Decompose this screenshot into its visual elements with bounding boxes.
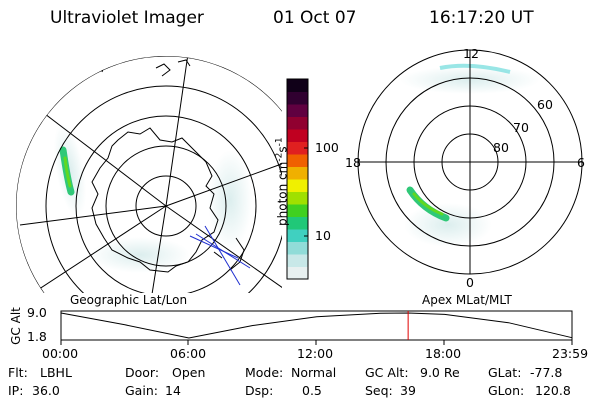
ip-label: IP: [8, 383, 24, 398]
glat-value: -77.8 [530, 365, 563, 380]
mode-value: Normal [291, 365, 337, 380]
mlat-label-80: 80 [493, 140, 509, 155]
colorbar-tick-100: 100 [315, 140, 339, 155]
colorbar-label: photon cm-2s-1 [259, 126, 290, 246]
timeline-plot [60, 310, 573, 345]
colorbar-label-s: s [275, 146, 290, 153]
colorbar-label-main: photon cm [275, 161, 290, 226]
gcalt-value: 9.0 Re [420, 365, 460, 380]
xtick-1800: 18:00 [425, 346, 462, 361]
colorbar-swatch [287, 79, 308, 92]
glon-label: GLon: [488, 383, 525, 398]
colorbar-label-exp1: -2 [274, 152, 285, 162]
mlat-mlt-polar [357, 49, 583, 275]
instrument-title: Ultraviolet Imager [50, 8, 204, 28]
seq-value: 39 [400, 383, 416, 398]
mlt-label-12: 12 [463, 46, 479, 61]
track-lines [189, 225, 251, 286]
xtick-0000: 00:00 [42, 346, 79, 361]
xtick-2359: 23:59 [552, 346, 589, 361]
colorbar-swatch [287, 191, 308, 205]
door-label: Door: [125, 365, 160, 380]
dsp-value: 0.5 [302, 383, 322, 398]
mlt-label-0: 0 [466, 275, 474, 290]
colorbar-swatch [287, 104, 308, 117]
colorbar [286, 78, 309, 280]
altitude-line [60, 312, 573, 339]
glon-value: 120.8 [535, 383, 571, 398]
colorbar-swatch [287, 229, 308, 242]
door-value: Open [172, 365, 206, 380]
time-label: 16:17:20 UT [429, 8, 534, 28]
glat-label: GLat: [488, 365, 522, 380]
caption-apex: Apex MLat/MLT [422, 293, 512, 307]
mlat-label-60: 60 [537, 97, 553, 112]
colorbar-swatch [287, 129, 308, 142]
mlat-label-70: 70 [513, 120, 529, 135]
ytick-1-8: 1.8 [27, 329, 47, 344]
geographic-map [16, 56, 282, 293]
colorbar-tick-10: 10 [315, 228, 331, 243]
colorbar-label-exp2: -1 [274, 137, 285, 147]
antarctica-coastline [91, 127, 219, 273]
flt-label: Flt: [8, 365, 28, 380]
colorbar-swatch [287, 204, 308, 217]
colorbar-swatch [287, 116, 308, 130]
colorbar-swatch [287, 91, 308, 105]
colorbar-frame [286, 78, 309, 280]
mlt-label-6: 6 [577, 155, 585, 170]
caption-geographic: Geographic Lat/Lon [70, 293, 188, 307]
time-ticks [60, 340, 573, 345]
xtick-1200: 12:00 [297, 346, 334, 361]
gcalt-label: GC Alt: [365, 365, 409, 380]
colorbar-swatch [287, 141, 308, 155]
flt-value: LBHL [40, 365, 72, 380]
colorbar-swatch [287, 154, 308, 167]
xtick-0600: 06:00 [170, 346, 207, 361]
gain-value: 14 [165, 383, 181, 398]
colorbar-swatch [287, 179, 308, 192]
colorbar-swatch [287, 166, 308, 180]
latitude-circles [16, 56, 282, 293]
colorbar-swatch [287, 241, 308, 255]
date-label: 01 Oct 07 [273, 8, 357, 28]
colorbar-swatch [287, 266, 308, 280]
ip-value: 36.0 [32, 383, 60, 398]
mlt-label-18: 18 [345, 155, 361, 170]
seq-label: Seq: [365, 383, 393, 398]
gain-label: Gain: [125, 383, 158, 398]
ytick-9: 9.0 [27, 305, 47, 320]
colorbar-swatch [287, 254, 308, 267]
timeline-ylabel: GC Alt [9, 307, 23, 345]
colorbar-swatch [287, 216, 308, 230]
dsp-label: Dsp: [245, 383, 274, 398]
mode-label: Mode: [245, 365, 284, 380]
